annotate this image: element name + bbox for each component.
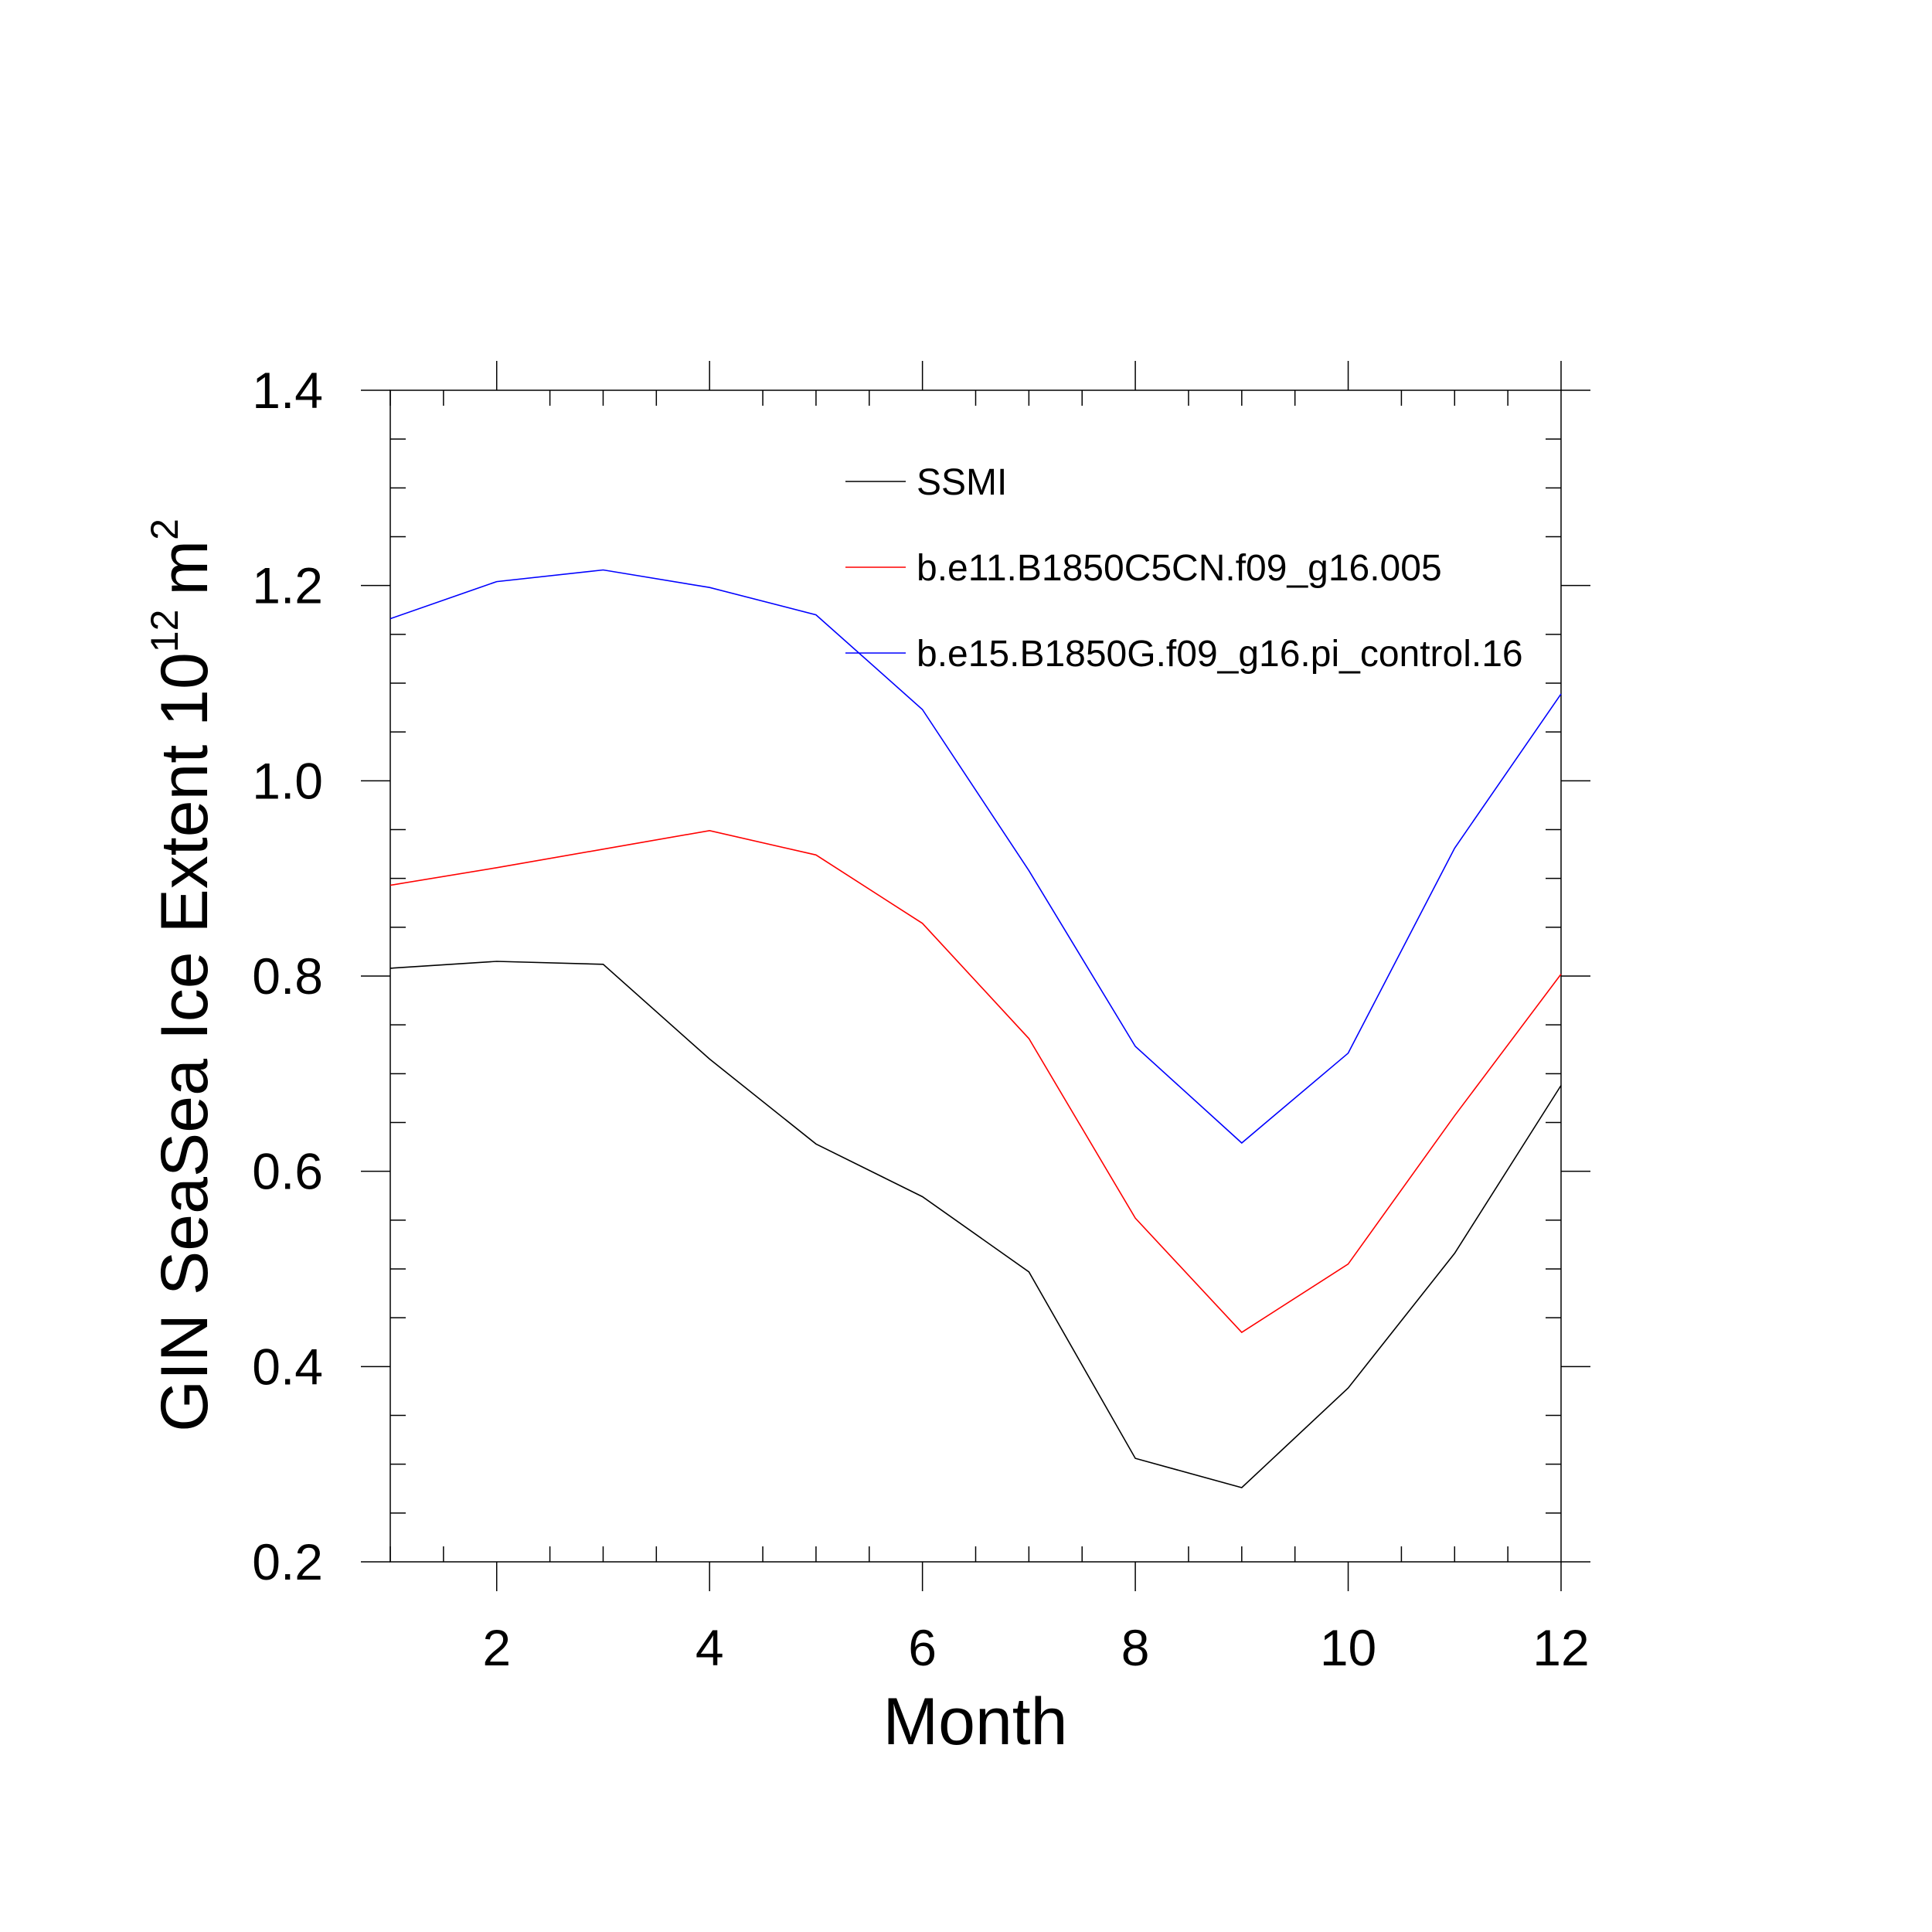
y-tick-label: 1.4 — [252, 362, 323, 419]
x-tick-label: 8 — [1121, 1619, 1150, 1676]
x-tick-label: 12 — [1532, 1619, 1589, 1676]
series-line-1 — [389, 961, 1562, 1488]
y-tick-label: 1.0 — [252, 752, 323, 809]
legend-label-1: SSMI — [917, 462, 1007, 503]
x-tick-label: 6 — [908, 1619, 937, 1676]
y-axis-title-unit-exponent: 2 — [143, 519, 186, 540]
y-axis-title-text: GIN SeaSea Ice Extent 10 — [148, 652, 222, 1432]
x-tick-label: 10 — [1320, 1619, 1376, 1676]
y-axis-title: GIN SeaSea Ice Extent 1012 m2 — [143, 519, 222, 1432]
y-tick-label: 0.8 — [252, 947, 323, 1005]
y-tick-label: 0.6 — [252, 1143, 323, 1200]
x-tick-label: 4 — [696, 1619, 724, 1676]
y-tick-label: 1.2 — [252, 557, 323, 614]
x-tick-label: 2 — [482, 1619, 511, 1676]
legend: SSMI b.e11.B1850C5CN.f09_g16.005 b.e15.B18… — [845, 462, 1523, 675]
y-tick-label: 0.4 — [252, 1338, 323, 1395]
legend-label-3: b.e15.B1850G.f09_g16.pi_control.16 — [917, 634, 1523, 675]
series-lines — [389, 569, 1562, 1488]
y-axis-title-unit: m — [148, 540, 222, 596]
x-tick-labels: 2 4 6 8 10 12 — [482, 1619, 1589, 1676]
y-tick-labels: 0.2 0.4 0.6 0.8 1.0 1.2 1.4 — [252, 362, 323, 1590]
y-axis-title-exponent: 12 — [143, 610, 186, 653]
legend-label-2: b.e11.B1850C5CN.f09_g16.005 — [917, 548, 1442, 589]
y-tick-label: 0.2 — [252, 1533, 323, 1590]
axis-ticks — [361, 361, 1590, 1591]
series-line-3 — [389, 569, 1562, 1145]
x-axis-title: Month — [883, 1685, 1067, 1759]
plot-frame — [389, 389, 1562, 1563]
series-line-2 — [389, 829, 1562, 1334]
